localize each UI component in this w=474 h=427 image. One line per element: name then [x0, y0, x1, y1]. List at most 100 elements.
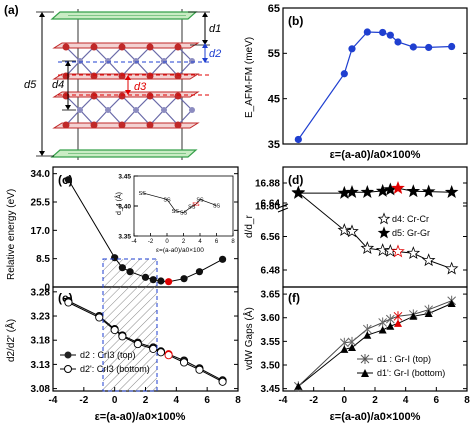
- panel-e-x-tick-label: -2: [79, 395, 88, 406]
- panel-f-ylabel: vdW Gaps (Å): [242, 307, 255, 370]
- inset-y-tick-label: 3.40: [118, 203, 131, 210]
- panel-f-point-triangle: [386, 322, 395, 330]
- panel-d-y-tick-label: 16.80: [255, 202, 280, 213]
- graphene-top: [50, 11, 198, 20]
- panel-b-y-tick-label: 55: [268, 48, 280, 60]
- panel-e-point: [218, 377, 227, 386]
- panel-f-x-tick-label: 6: [434, 395, 440, 406]
- panel-c-point: [195, 268, 204, 276]
- d4-label: d4: [52, 79, 64, 91]
- panel-b-point: [340, 70, 348, 78]
- inset-y-tick-label: 3.45: [118, 173, 131, 180]
- panel-e-point: [149, 344, 158, 353]
- panel-f-y-tick-label: 3.50: [261, 361, 281, 372]
- inset-point-label: SS: [180, 211, 188, 217]
- inset-x-tick-label: 0: [165, 239, 169, 245]
- inset-x-tick-label: 2: [182, 239, 186, 245]
- inset-frame: [133, 175, 234, 237]
- panel-c-point: [157, 277, 165, 285]
- panel-f-point-triangle: [378, 326, 387, 334]
- panel-e-x-tick-label: -4: [49, 395, 58, 406]
- panel-e-ylabel: d2/d2' (Å): [4, 319, 17, 362]
- panel-d-legend: d4: Cr-Cr d5: Gr-Gr: [377, 212, 430, 239]
- panel-d-point: [337, 223, 352, 236]
- panel-b-series-line: [297, 31, 452, 140]
- panel-c-point: [180, 275, 188, 283]
- d3-arrow: d3: [125, 75, 147, 95]
- panel-c-point: [149, 276, 157, 284]
- panel-b-y-tick-label: 45: [268, 94, 280, 106]
- panel-f-y-tick-label: 3.55: [261, 337, 281, 348]
- inset-point-label: SS: [139, 191, 147, 197]
- panel-d-point: [421, 253, 436, 267]
- panel-d-ylabel: d/d_r: [244, 215, 255, 238]
- d2-label: d2: [209, 48, 221, 60]
- panel-e-x-tick-label: 2: [143, 395, 149, 406]
- panel-d-point: [360, 241, 375, 255]
- panel-e-point: [164, 351, 173, 360]
- panel-f-x-tick-label: 8: [464, 395, 470, 406]
- panel-d-point: [291, 185, 306, 199]
- panel-e-point: [156, 348, 165, 357]
- panel-e-y-tick-label: 3.13: [31, 360, 51, 371]
- panel-e-x-tick-label: 6: [204, 395, 210, 406]
- panel-b-y-tick-label: 65: [268, 3, 280, 15]
- inset-series-line: [142, 192, 217, 213]
- inset-x-tick-label: 8: [231, 239, 235, 245]
- panel-e-point: [110, 326, 119, 335]
- panel-b-y-tick-label: 35: [268, 139, 280, 151]
- panel-b-point: [425, 43, 433, 52]
- panel-c-ylabel: Relative energy (eV): [6, 189, 17, 280]
- inset-x-tick-label: 6: [215, 239, 219, 245]
- legend-e-top: d2 : CrI3 (top): [80, 350, 136, 360]
- panel-e-point: [195, 365, 204, 374]
- panel-f-x-tick-label: -2: [309, 395, 318, 406]
- panel-f-point-triangle: [409, 312, 418, 320]
- legend-f-bottom: d1': Gr-I (bottom): [377, 368, 445, 378]
- panel-d-point: [406, 184, 421, 198]
- panel-f-y-tick-label: 3.45: [261, 384, 281, 395]
- panel-b-point: [294, 135, 302, 144]
- panel-f-chart: (f) 3.45 3.50 3.55 3.60 3.65 -4 -2 0 2 4 6 8 vdW G…: [242, 286, 470, 423]
- panel-d-point: [421, 184, 436, 198]
- legend-marker-filled-star: [377, 226, 391, 239]
- legend-marker-open-star: [377, 212, 391, 225]
- panel-b-chart: (b) 35 45 55 65 E_AFM-FM (meV) ε=(a-a0)/a0×…: [244, 3, 468, 161]
- panel-f-legend: d1 : Gr-I (top) d1': Gr-I (bottom): [357, 354, 445, 378]
- panel-f-point-cross: [378, 317, 388, 328]
- panel-e-xlabel: ε=(a-a0)/a0×100%: [95, 411, 186, 423]
- panel-e-point: [179, 358, 189, 367]
- panel-e-chart: (e) 3.083.133.183.233.28 -4 -2 0 2 4 6 8 d2/d2…: [4, 286, 241, 423]
- panel-c-point: [111, 254, 119, 262]
- panel-f-x-tick-label: 4: [403, 395, 409, 406]
- panel-c-point: [64, 176, 73, 184]
- panel-d-frame: [282, 166, 468, 288]
- panel-a-structure: (a): [4, 3, 221, 160]
- panel-e-x-tick-label: 0: [112, 395, 118, 406]
- panel-b-point: [409, 43, 417, 51]
- panel-b-xlabel: ε=(a-a0)/a0×100%: [330, 149, 421, 161]
- panel-f-point-triangle: [394, 319, 402, 327]
- panel-f-point-triangle: [363, 331, 372, 339]
- panel-c-y-tick-label: 34.0: [31, 169, 51, 180]
- panel-c-y-tick-label: 0: [44, 283, 50, 294]
- inset-ylabel: d_4 (Å): [114, 192, 123, 215]
- panel-c-y-tick-label: 17.0: [31, 226, 51, 237]
- legend-marker-filled-circle: [64, 351, 72, 359]
- panel-b-ylabel: E_AFM-FM (meV): [244, 37, 255, 118]
- inset-x-tick-label: -4: [131, 239, 137, 245]
- panel-b-point: [348, 45, 356, 53]
- panel-d-point: [375, 243, 390, 257]
- inset-point-label: SS: [163, 197, 171, 203]
- panel-d-y-tick-label: 6.48: [261, 266, 281, 277]
- panel-d-point: [345, 185, 359, 198]
- d1-arrow: d1: [188, 11, 221, 46]
- inset-point-label: SS: [172, 209, 180, 215]
- panel-e-y-tick-label: 3.18: [31, 336, 51, 347]
- panel-e-point: [95, 313, 104, 322]
- inset-x-tick-label: 4: [198, 239, 202, 245]
- panel-b-point: [394, 38, 402, 46]
- panel-e-y-tick-label: 3.23: [31, 312, 51, 323]
